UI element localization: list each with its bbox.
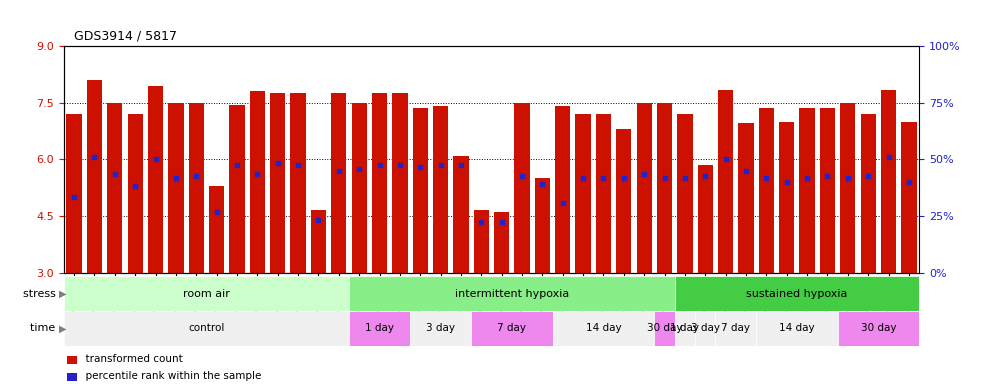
Bar (352, 103, 367, 273)
Bar (616, 129, 631, 273)
Bar (331, 93, 346, 273)
Bar (716, 311, 756, 346)
Bar (413, 108, 428, 273)
Text: control: control (188, 323, 225, 333)
Text: 1 day: 1 day (670, 323, 700, 333)
Text: 14 day: 14 day (780, 323, 815, 333)
Bar (901, 122, 916, 273)
Bar (474, 210, 489, 273)
Bar (290, 93, 306, 273)
Bar (535, 178, 550, 273)
Bar (860, 114, 876, 273)
Bar (471, 311, 552, 346)
Bar (759, 108, 774, 273)
Text: ▶: ▶ (59, 289, 67, 299)
Text: 7 day: 7 day (497, 323, 526, 333)
Bar (674, 311, 695, 346)
Bar (87, 80, 102, 273)
Bar (695, 311, 716, 346)
Bar (738, 124, 754, 273)
Bar (840, 103, 855, 273)
Bar (270, 93, 285, 273)
Bar (372, 93, 387, 273)
Bar (147, 86, 163, 273)
Bar (311, 210, 326, 273)
Bar (168, 103, 184, 273)
Text: intermittent hypoxia: intermittent hypoxia (455, 289, 569, 299)
Text: time: time (30, 323, 59, 333)
Bar (128, 114, 143, 273)
Bar (756, 311, 838, 346)
Bar (820, 108, 836, 273)
Bar (67, 114, 82, 273)
Text: transformed count: transformed count (79, 354, 183, 364)
Bar (64, 276, 349, 311)
Text: 3 day: 3 day (426, 323, 455, 333)
Bar (657, 103, 672, 273)
Text: 30 day: 30 day (861, 323, 896, 333)
Bar (392, 93, 408, 273)
Text: sustained hypoxia: sustained hypoxia (746, 289, 847, 299)
Bar (349, 311, 410, 346)
Bar (575, 114, 591, 273)
Bar (881, 89, 896, 273)
Bar (514, 103, 530, 273)
Bar (453, 156, 469, 273)
Bar (107, 103, 123, 273)
Bar (552, 311, 655, 346)
Bar (410, 311, 471, 346)
Text: 14 day: 14 day (586, 323, 621, 333)
Text: GDS3914 / 5817: GDS3914 / 5817 (74, 29, 177, 42)
Text: 3 day: 3 day (691, 323, 720, 333)
Text: room air: room air (183, 289, 230, 299)
Bar (229, 104, 245, 273)
Text: ▶: ▶ (59, 323, 67, 333)
Bar (209, 186, 224, 273)
Bar (637, 103, 652, 273)
Text: 30 day: 30 day (647, 323, 682, 333)
Bar (780, 122, 794, 273)
Bar (349, 276, 674, 311)
Bar (838, 311, 919, 346)
Bar (250, 91, 265, 273)
Text: percentile rank within the sample: percentile rank within the sample (79, 371, 261, 381)
Text: 1 day: 1 day (365, 323, 394, 333)
Bar (677, 114, 693, 273)
Bar (674, 276, 919, 311)
Text: 7 day: 7 day (722, 323, 750, 333)
Bar (64, 311, 349, 346)
Bar (799, 108, 815, 273)
Text: stress: stress (23, 289, 59, 299)
Bar (433, 106, 448, 273)
Bar (189, 103, 203, 273)
Bar (698, 165, 713, 273)
Bar (494, 212, 509, 273)
Bar (655, 311, 674, 346)
Bar (596, 114, 611, 273)
Bar (718, 89, 733, 273)
Bar (555, 106, 570, 273)
